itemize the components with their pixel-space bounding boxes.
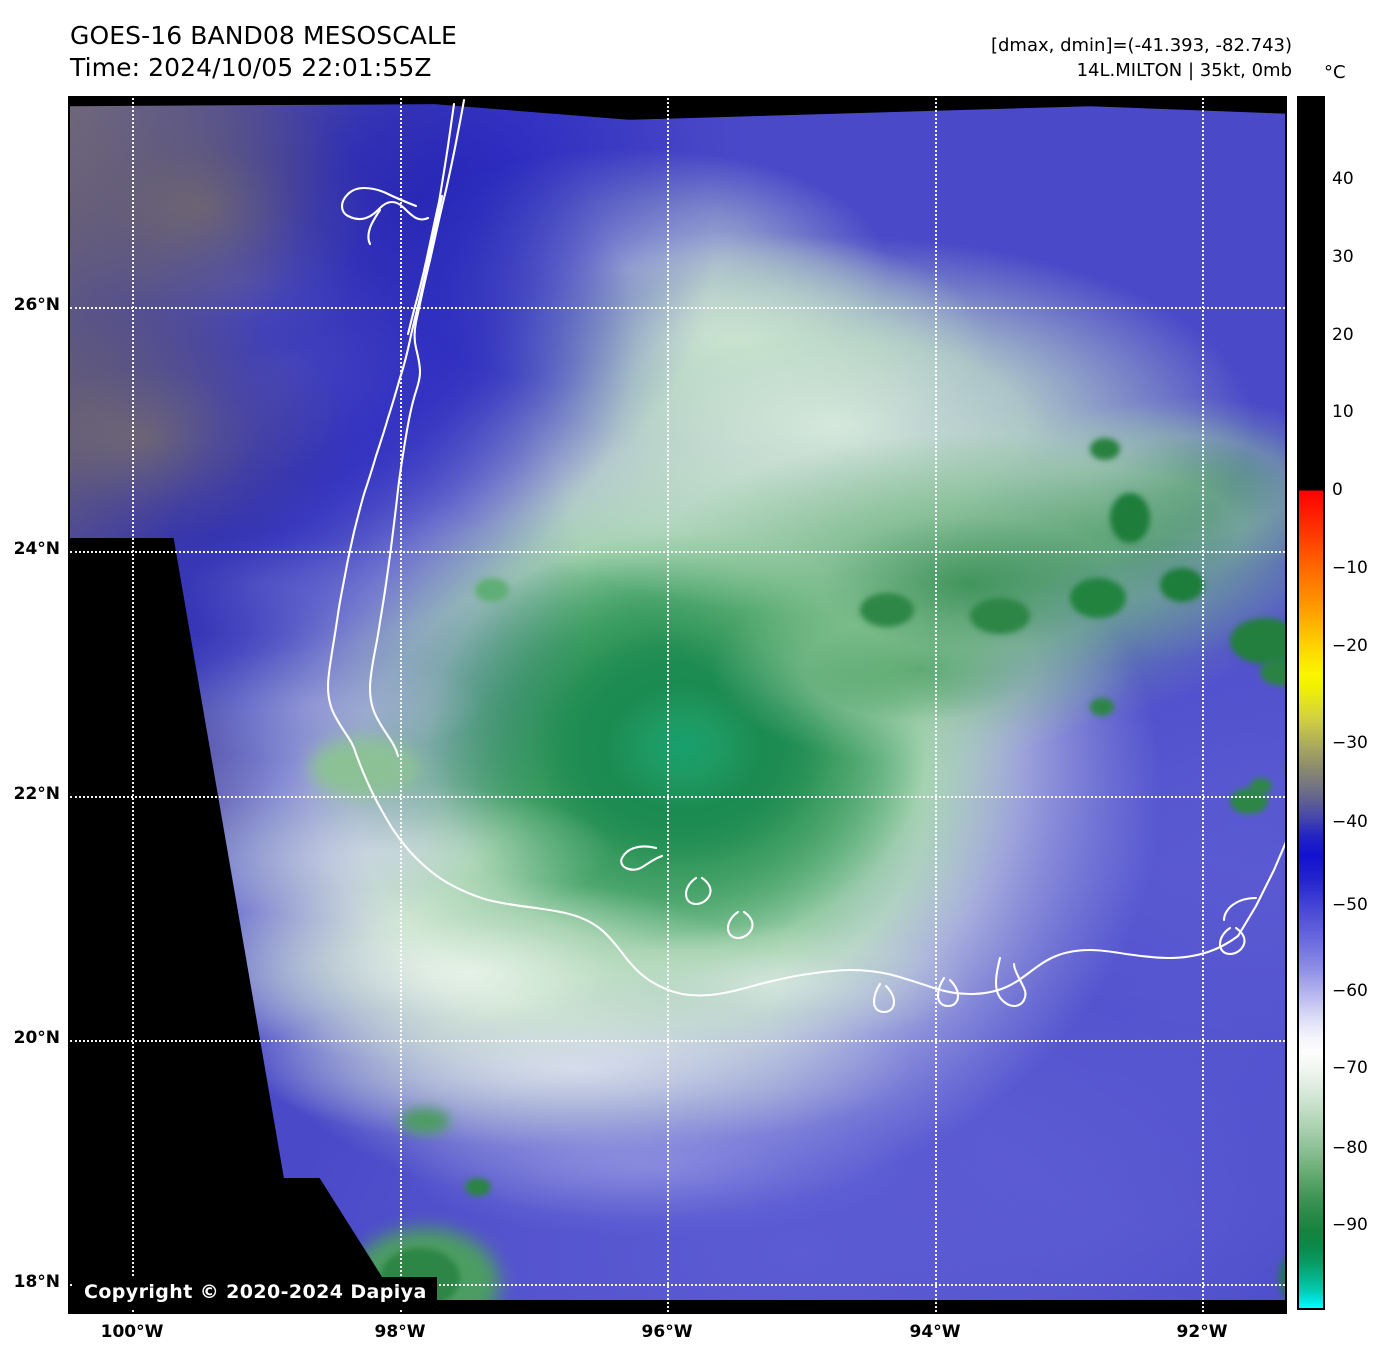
lat-tick-label: 18°N (13, 1272, 60, 1292)
metadata-block: [dmax, dmin]=(-41.393, -82.743) 14L.MILT… (991, 33, 1292, 83)
coastline-yucatan-notch (1222, 896, 1258, 922)
timestamp-label: Time: 2024/10/05 22:01:55Z (70, 53, 432, 82)
lon-tick-label: 92°W (1176, 1322, 1228, 1342)
gridline-lon-92w (1202, 98, 1204, 1312)
coastline-rio-grande-delta (340, 186, 430, 221)
gridline-lon-98w (400, 98, 402, 1312)
lat-tick-label: 20°N (13, 1028, 60, 1048)
colorbar-tick-label: −60 (1332, 981, 1368, 1001)
convective-cell (1110, 493, 1150, 543)
convective-cell (1090, 698, 1114, 716)
colorbar-tick-label: −90 (1332, 1215, 1368, 1235)
convective-cell (1250, 778, 1272, 794)
gridline-lon-96w (667, 98, 669, 1312)
coastline-yucatan-lagoon (1218, 926, 1246, 956)
convective-cell (400, 1108, 450, 1134)
colorbar-tick-label: −20 (1332, 636, 1368, 656)
coastline-overlay (326, 98, 1285, 1014)
colorbar-tick-label: −30 (1332, 733, 1368, 753)
lon-tick-label: 96°W (641, 1322, 693, 1342)
coastline-laguna-madre (368, 98, 466, 758)
gridline-lat-24n (70, 551, 1285, 553)
colorbar-tick-label: 10 (1332, 402, 1354, 422)
satellite-image-plot[interactable]: Copyright © 2020-2024 Dapiya (68, 96, 1287, 1314)
colorbar-tick-label: −10 (1332, 558, 1368, 578)
gridline-lat-26n (70, 307, 1285, 309)
convective-cell (1280, 1248, 1285, 1308)
lon-tick-label: 94°W (909, 1322, 961, 1342)
lat-tick-label: 26°N (13, 295, 60, 315)
colorbar-tick-label: 0 (1332, 480, 1343, 500)
convective-cell (1230, 618, 1285, 664)
colorbar-units-label: °C (1324, 62, 1346, 83)
coastline-barrier-island (406, 102, 456, 336)
colorbar-tick-label: −50 (1332, 895, 1368, 915)
coastline-lagoon-small-3 (726, 910, 754, 940)
coastline-mexico-south-gulf (354, 752, 1240, 997)
convective-cell (1070, 578, 1126, 618)
coastline-lagoon-small-1 (872, 982, 896, 1014)
convective-cell (1160, 568, 1204, 602)
lon-tick-label: 100°W (100, 1322, 164, 1342)
gridline-lat-22n (70, 796, 1285, 798)
convective-cell (1090, 438, 1120, 460)
lat-tick-label: 22°N (13, 784, 60, 804)
convective-cell (465, 1178, 491, 1196)
dmax-dmin-label: [dmax, dmin]=(-41.393, -82.743) (990, 35, 1292, 56)
coastline-inner-lagoon (326, 194, 444, 756)
coastline-alvarado-lagoon (684, 876, 712, 906)
page-title: GOES-16 BAND08 MESOSCALE (70, 21, 457, 50)
colorbar-tick-label: 30 (1332, 247, 1354, 267)
colorbar[interactable] (1297, 96, 1325, 1310)
lon-tick-label: 98°W (374, 1322, 426, 1342)
colorbar-tick-label: 20 (1332, 325, 1354, 345)
colorbar-tick-label: 40 (1332, 169, 1354, 189)
storm-label: 14L.MILTON | 35kt, 0mb (1076, 60, 1292, 81)
convective-cell (860, 593, 914, 627)
convective-cell (970, 598, 1030, 634)
copyright-watermark: Copyright © 2020-2024 Dapiya (74, 1277, 437, 1308)
colorbar-tick-label: −80 (1332, 1138, 1368, 1158)
convective-cell (475, 578, 509, 602)
gridline-lat-18n (70, 1284, 1285, 1286)
gridline-lon-100w (132, 98, 134, 1312)
ir-field-se-ocean (70, 98, 1285, 1312)
coastline-lagoon-small-2 (936, 976, 960, 1008)
gridline-lon-94w (935, 98, 937, 1312)
coastline-inlet-north (367, 208, 382, 246)
title-block: GOES-16 BAND08 MESOSCALE Time: 2024/10/0… (70, 20, 457, 84)
coastline-laguna-terminos (994, 956, 1027, 1008)
coastline-yucatan-west (1236, 841, 1285, 938)
colorbar-tick-label: −70 (1332, 1058, 1368, 1078)
coastline-veracruz-bar (620, 845, 664, 871)
colorbar-tick-label: −40 (1332, 812, 1368, 832)
lat-tick-label: 24°N (13, 539, 60, 559)
gridline-lat-20n (70, 1040, 1285, 1042)
